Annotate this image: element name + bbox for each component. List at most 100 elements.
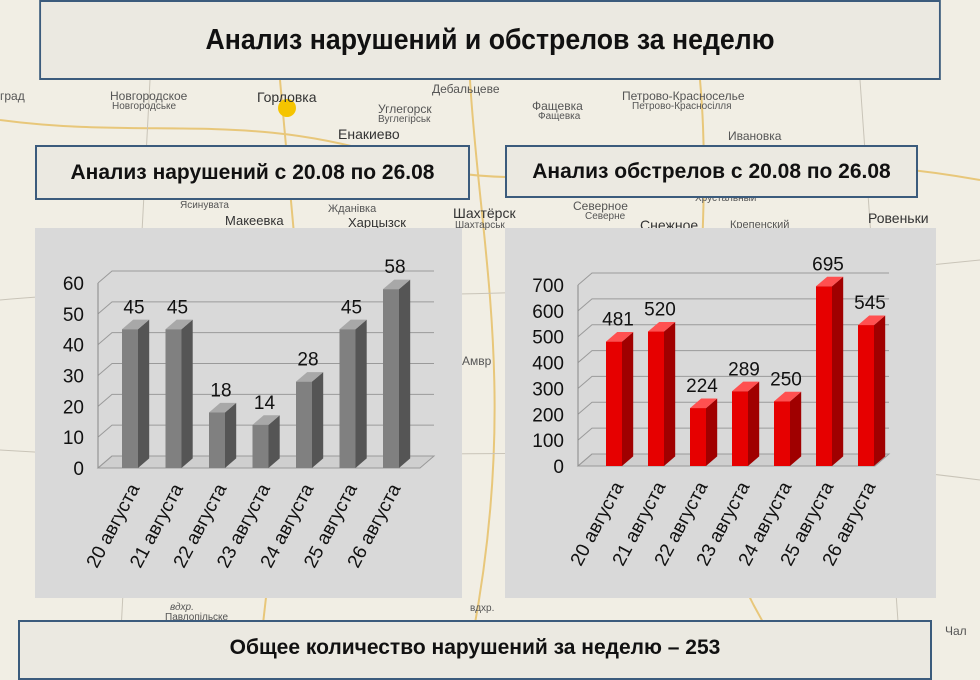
bar-top [339, 319, 367, 330]
map-label: Харцызск [348, 215, 406, 230]
y-tick-label: 600 [532, 302, 564, 323]
y-tick-label: 0 [73, 459, 84, 480]
y-tick-label: 300 [532, 379, 564, 400]
map-label: вдхр. [470, 603, 495, 614]
map-label: Ивановка [728, 129, 782, 143]
map-label: Новгородское [110, 89, 188, 103]
map-label: Фащевка [538, 111, 581, 122]
bar-side [748, 381, 760, 466]
bar [209, 412, 225, 468]
map-label: Хрустальный [695, 193, 757, 204]
bar-side [312, 372, 324, 468]
bar [606, 341, 622, 466]
data-label: 545 [854, 293, 886, 314]
bar-top [383, 279, 411, 290]
bar-side [268, 415, 280, 468]
bar-top [122, 319, 150, 330]
chart-panel-shelling: 0 100 200 300 400 500 600 700 481 20 августа 520 21… [505, 228, 936, 598]
y-tick-label: 0 [553, 457, 564, 478]
data-label: 45 [341, 297, 362, 318]
y-tick-label: 60 [63, 274, 84, 295]
data-label: 45 [123, 297, 144, 318]
y-tick-label: 30 [63, 367, 84, 388]
bar-top [774, 391, 802, 402]
bar-side [355, 319, 367, 468]
data-label: 45 [167, 297, 188, 318]
gridline [577, 298, 889, 312]
map-label: Углегорск [378, 102, 432, 116]
gridline [577, 272, 889, 286]
y-tick-label: 400 [532, 354, 564, 375]
map-label: Ясинувата [180, 200, 229, 211]
gridline [97, 363, 434, 376]
map-label: Амвр [462, 354, 492, 368]
data-label: 18 [210, 381, 231, 402]
map-label: Горловка [257, 89, 317, 105]
y-tick-label: 700 [532, 276, 564, 297]
chart-panel-violations: 0 10 20 30 40 50 60 45 20 августа 45 21 августа 18 2… [35, 228, 462, 598]
map-label: Ровеньки [868, 210, 929, 226]
weekly-total: Общее количество нарушений за неделю – 2… [18, 620, 932, 680]
gridline [97, 424, 434, 438]
map-label: Шахтарськ [455, 220, 505, 231]
chart-title-violations: Анализ нарушений с 20.08 по 26.08 [35, 145, 470, 200]
bar-top [690, 398, 718, 409]
bar-side [832, 276, 844, 466]
map-label: Северное [573, 199, 628, 213]
bar-top [165, 319, 193, 330]
bar-side [790, 391, 802, 466]
map-label: град [0, 89, 25, 103]
map-label: Петрово-Красноселье [622, 89, 745, 103]
bar [774, 401, 790, 466]
gridline [577, 324, 889, 338]
y-tick-label: 10 [63, 428, 84, 449]
y-tick-label: 50 [63, 305, 84, 326]
map-label: Енакиево [338, 126, 400, 142]
bar-side [706, 398, 718, 466]
bar [383, 289, 399, 468]
y-tick-label: 20 [63, 397, 84, 418]
y-tick-label: 40 [63, 336, 84, 357]
bar-top [648, 321, 676, 332]
map-label: Северне [585, 211, 626, 222]
map-label: Павлопільске [165, 612, 229, 623]
gridline [577, 350, 889, 363]
data-label: 250 [770, 369, 802, 390]
bar-top [252, 415, 280, 425]
data-label: 58 [384, 257, 405, 278]
bar [165, 329, 182, 468]
data-label: 224 [686, 376, 718, 397]
bar-side [138, 319, 150, 468]
map-label: Вуглегірськ [378, 114, 431, 125]
map-label: Фащевка [532, 99, 583, 113]
gridline [97, 301, 434, 315]
bar [252, 424, 269, 468]
gridline [97, 332, 434, 346]
map-label: Макеевка [225, 213, 284, 228]
y-tick-label: 100 [532, 431, 564, 452]
map-label: Шахтёрск [453, 205, 516, 221]
bar [122, 329, 138, 468]
bar-top [732, 381, 760, 392]
bar-side [225, 402, 237, 468]
gridline [97, 393, 434, 407]
bar-side [181, 319, 193, 468]
map-label: Новгородське [112, 101, 177, 112]
gridline [97, 270, 434, 284]
data-label: 28 [297, 350, 318, 371]
map-label: Чал [945, 624, 967, 638]
bar [296, 381, 312, 468]
data-label: 481 [602, 310, 634, 331]
bar [858, 325, 874, 466]
bar [339, 329, 356, 468]
bar-top [209, 402, 237, 413]
bar [732, 391, 748, 466]
data-label: 695 [812, 254, 844, 275]
map-label: Жданівка [328, 203, 377, 215]
y-tick-label: 500 [532, 328, 564, 349]
bar-top [858, 315, 886, 326]
bar-top [296, 372, 324, 382]
data-label: 520 [644, 300, 676, 321]
bar-side [664, 321, 676, 466]
gridline [577, 375, 889, 389]
